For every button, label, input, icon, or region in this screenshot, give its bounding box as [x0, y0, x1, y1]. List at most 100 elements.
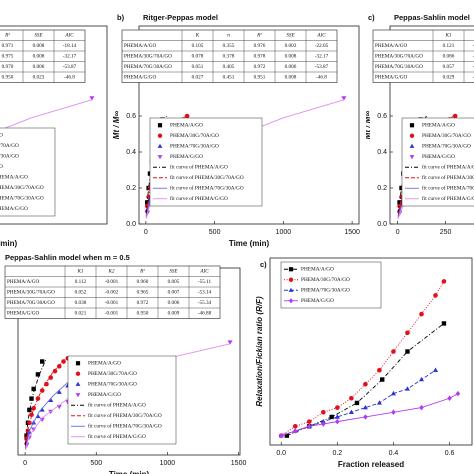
table-header: R²	[256, 32, 262, 38]
legend-label: fit curve of PHEMA/A/GO	[0, 173, 28, 180]
legend-marker	[157, 133, 163, 138]
marker	[362, 404, 368, 410]
marker	[441, 279, 447, 284]
marker	[39, 417, 45, 423]
table-cell: 0.029	[443, 74, 455, 80]
marker	[341, 96, 347, 101]
x-tick-label: 1000	[276, 229, 292, 236]
table-cell: 0.086	[443, 53, 455, 59]
legend: PHEMA/A/GO PHEMA/30G/70A/GO PHEMA/70G/30A/…	[401, 117, 474, 207]
table-row-label: PHEMA/70G/30A/GO	[7, 300, 55, 306]
table-cell: 0.006	[33, 64, 45, 70]
marker	[419, 311, 424, 317]
marker	[349, 395, 354, 401]
legend-label: PHEMA/A/GO	[422, 122, 455, 128]
x-tick-label: 1000	[160, 460, 176, 467]
table-cell: 0.078	[192, 53, 204, 59]
marker	[306, 419, 312, 424]
y-tick-label: 0.2	[377, 185, 387, 192]
table-row-label: PHEMA/30G/70A/GO	[124, 53, 172, 59]
y-axis-label: Mt / M∞	[112, 111, 121, 140]
legend-label: fit curve of PHEMA/30G/70A/GO	[88, 412, 162, 419]
legend-marker	[409, 155, 415, 160]
x-tick-label: 500	[90, 460, 102, 467]
legend-marker	[288, 277, 294, 282]
legend-label: PHEMA/G/GO	[170, 154, 203, 160]
table-cell: 0.950	[2, 74, 14, 80]
table-row-label: PHEMA/A/GO	[124, 43, 157, 49]
legend-frame	[67, 355, 177, 445]
legend-label: PHEMA/G/GO	[88, 392, 121, 398]
marker	[39, 359, 45, 364]
legend-label: PHEMA/70G/30A/GO	[88, 381, 137, 387]
legend-label: PHEMA/30G/70A/GO	[0, 143, 19, 149]
marker	[29, 412, 34, 418]
fit-table: K1K2mPHEMA/A/GO0.121-0.0020.44PHEMA/30G/…	[372, 29, 474, 83]
legend-label: PHEMA/70G/30A/GO	[422, 143, 471, 149]
marker	[363, 381, 368, 387]
panel-label: b)	[117, 13, 125, 22]
x-tick-label: 0	[144, 229, 148, 236]
table-cell: 0.451	[223, 74, 235, 80]
x-tick-label: 0.6	[445, 450, 455, 457]
marker	[292, 423, 298, 429]
table-cell: 0.051	[192, 64, 204, 70]
table-cell: 0.009	[168, 310, 180, 316]
panel: 0.0 0.2 0.4 0.6PHEMA/A/GOPHEMA/30G/70A/GOPH…	[255, 257, 473, 469]
legend-label: fit curve of PHEMA/30G/70A/GO	[422, 174, 474, 181]
marker	[380, 377, 385, 382]
marker	[56, 364, 62, 369]
marker	[335, 418, 340, 425]
legend-label: fit curve of PHEMA/30G/70A/GO	[0, 184, 44, 191]
marker	[432, 367, 439, 372]
panel: 0 500 1000 1500 K1 K2 R² SSE AIC PHEMA/A/GO 0.112 -…	[4, 253, 246, 474]
legend-label: PHEMA/A/GO	[88, 360, 121, 366]
legend-marker	[75, 393, 81, 398]
series-line	[24, 358, 47, 446]
table-cell: 0.975	[2, 53, 14, 59]
legend-label: fit curve of PHEMA/G/GO	[0, 205, 28, 212]
y-axis-label: Relaxation/Fickian ratio (R/F)	[255, 296, 264, 407]
table-cell: -53.87	[63, 64, 77, 70]
marker	[377, 367, 382, 373]
marker	[405, 330, 410, 336]
legend-label: fit curve of PHEMA/G/GO	[170, 195, 228, 202]
legend-label: PHEMA/30G/70A/GO	[170, 133, 219, 139]
legend: PHEMA/A/GO PHEMA/30G/70A/GO PHEMA/70G/30A/…	[0, 127, 56, 217]
marker	[418, 376, 425, 382]
marker	[321, 421, 326, 427]
table-cell: -53.14	[198, 289, 212, 295]
table-header: K1	[444, 32, 451, 38]
legend-marker	[288, 267, 294, 272]
legend-label: fit curve of PHEMA/70G/30A/GO	[422, 184, 474, 191]
table-header: SSE	[34, 32, 43, 38]
table-cell: -46.8	[64, 74, 75, 80]
table-row-label: PHEMA/70G/30A/GO	[375, 64, 423, 70]
marker	[52, 368, 58, 374]
table-cell: 0.023	[33, 74, 45, 80]
table-cell: 0.007	[168, 289, 180, 295]
y-tick-label: 0.0	[377, 221, 387, 228]
table-row-label: PHEMA/30G/70A/GO	[7, 289, 55, 295]
legend-frame	[0, 127, 56, 217]
chart-title: Peppas-Sahlin model	[394, 13, 470, 22]
legend-label: PHEMA/30G/70A/GO	[422, 133, 471, 139]
table-cell: 0.052	[75, 289, 87, 295]
table-cell: 0.951	[254, 74, 266, 80]
table-cell: 0.378	[223, 53, 235, 59]
table-header: K2	[107, 268, 114, 274]
marker	[447, 395, 452, 401]
table-frame	[372, 29, 474, 83]
marker	[363, 414, 368, 420]
legend-marker	[409, 133, 415, 138]
legend-label: PHEMA/A/GO	[301, 266, 334, 272]
marker	[39, 407, 45, 412]
y-tick-label: 0.6	[126, 113, 136, 120]
table-row-label: PHEMA/G/GO	[7, 310, 40, 316]
marker	[35, 372, 41, 377]
x-tick-label: 0.4	[389, 450, 399, 457]
table-frame	[4, 265, 221, 319]
marker	[419, 404, 424, 411]
panel: KnR²SSEAICPHEMA/A/GO0.0980.3620.9710.008…	[0, 25, 108, 248]
legend-label: fit curve of PHEMA/A/GO	[88, 401, 146, 408]
